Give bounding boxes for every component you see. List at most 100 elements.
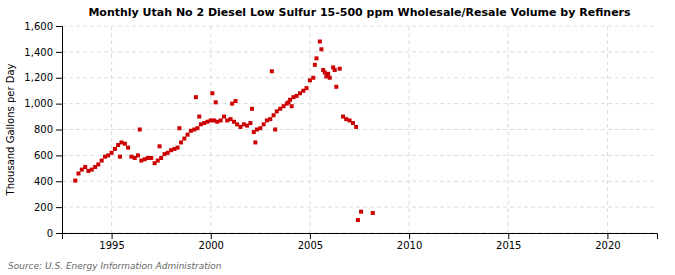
point — [195, 126, 199, 130]
title: Monthly Utah No 2 Diesel Low Sulfur 15-5… — [88, 6, 631, 19]
tick: 2020 — [595, 233, 620, 251]
point — [351, 121, 355, 125]
tick-label: 1995 — [99, 240, 124, 251]
point — [326, 72, 330, 76]
tick-mark — [56, 233, 62, 234]
tick-mark — [56, 130, 62, 131]
point — [234, 99, 238, 103]
plot: 1995 2000 2005 2010 2015 2020 0 200 400 600 800 1,0… — [24, 21, 657, 251]
tick-mark — [56, 26, 62, 27]
point — [210, 91, 214, 95]
tick-label: 1,600 — [24, 21, 53, 32]
tick: 200 — [34, 202, 62, 213]
point — [194, 95, 198, 99]
tick-mark — [56, 78, 62, 79]
point — [177, 126, 181, 130]
point — [248, 121, 252, 125]
point — [118, 155, 122, 159]
point — [270, 69, 274, 73]
point — [73, 179, 77, 183]
tick: 600 — [34, 150, 62, 161]
tick-mark — [56, 52, 62, 53]
tick: 2015 — [496, 233, 521, 251]
grid-line-y — [62, 26, 657, 27]
point — [328, 76, 332, 80]
tick: 2010 — [397, 233, 422, 251]
point — [186, 133, 190, 137]
y-axis-title: Thousand Gallons per Day — [5, 63, 16, 196]
point — [136, 153, 140, 157]
point — [100, 159, 104, 163]
point — [290, 104, 294, 108]
point — [222, 115, 226, 119]
tick-label: 600 — [34, 150, 53, 161]
point — [176, 146, 180, 150]
tick: 1,000 — [24, 98, 62, 109]
x-axis: 1995 2000 2005 2010 2015 2020 — [63, 233, 658, 251]
grid-line-y — [62, 181, 657, 182]
grid-line-y — [62, 77, 657, 78]
point — [305, 86, 309, 90]
chart: 1995 2000 2005 2010 2015 2020 0 200 400 600 800 1,0… — [0, 0, 675, 275]
point — [272, 113, 276, 117]
axis-line — [63, 234, 658, 240]
point — [314, 56, 318, 60]
tick: 0 — [47, 228, 62, 239]
point — [334, 85, 338, 89]
grid-line-y — [62, 51, 657, 52]
tick-label: 1,400 — [24, 47, 53, 58]
point — [110, 151, 114, 155]
point — [253, 140, 257, 144]
tick-mark — [310, 233, 311, 239]
tick: 400 — [34, 176, 62, 187]
point — [113, 147, 117, 151]
point — [182, 137, 186, 141]
tick-label: 2005 — [298, 240, 323, 251]
grid-line-x — [508, 26, 509, 233]
grid-line-y — [62, 155, 657, 156]
point — [214, 100, 218, 104]
point — [126, 146, 130, 150]
tick: 1,200 — [24, 72, 62, 83]
tick-mark — [56, 155, 62, 156]
point — [262, 122, 266, 126]
tick-mark — [56, 207, 62, 208]
tick-label: 2015 — [496, 240, 521, 251]
tick: 2005 — [298, 233, 323, 251]
tick-mark — [56, 104, 62, 105]
point — [311, 76, 315, 80]
point — [96, 162, 100, 166]
point — [268, 117, 272, 121]
point — [318, 40, 322, 44]
tick: 1995 — [99, 233, 124, 251]
tick: 1,400 — [24, 47, 62, 58]
point — [159, 156, 163, 160]
annotation: Source: U.S. Energy Information Administ… — [8, 261, 222, 271]
tick: 2000 — [199, 233, 224, 251]
tick-label: 800 — [34, 124, 53, 135]
point — [219, 118, 223, 122]
point — [76, 171, 80, 175]
point — [149, 156, 153, 160]
tick-label: 400 — [34, 176, 53, 187]
point — [197, 115, 201, 119]
grid-line-y — [62, 207, 657, 208]
tick-label: 2000 — [199, 240, 224, 251]
point — [250, 107, 254, 111]
point — [158, 144, 162, 148]
grid-line-y — [62, 129, 657, 130]
tick-label: 0 — [47, 228, 53, 239]
tick-label: 200 — [34, 202, 53, 213]
tick-mark — [409, 233, 410, 239]
point — [179, 140, 183, 144]
tick-label: 1,200 — [24, 72, 53, 83]
point — [138, 128, 142, 132]
tick-mark — [211, 233, 212, 239]
points — [73, 40, 375, 223]
point — [258, 126, 262, 130]
tick-mark — [508, 233, 509, 239]
y-axis: 0 200 400 600 800 1,000 1,200 1,400 1,600 — [24, 21, 62, 239]
grid-line-y — [62, 103, 657, 104]
point — [83, 165, 87, 169]
point — [273, 128, 277, 132]
